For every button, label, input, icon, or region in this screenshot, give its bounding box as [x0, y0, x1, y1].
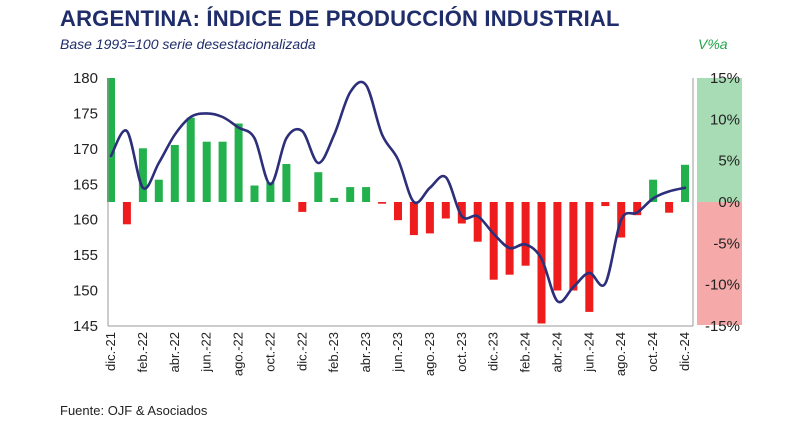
bar-jul.-22: [218, 141, 227, 202]
bar-may.-23: [378, 202, 387, 204]
x-tick-dic.-24: dic.-24: [677, 332, 692, 371]
bar-may.-24: [569, 202, 578, 291]
x-tick-jun.-22: jun.-22: [199, 332, 214, 373]
left-tick-175: 175: [73, 105, 98, 122]
left-tick-165: 165: [73, 176, 98, 193]
bar-sep.-22: [250, 185, 259, 202]
bar-dic.-24: [681, 164, 689, 202]
right-axis-label: V%a: [698, 36, 728, 52]
bar-feb.-22: [138, 148, 147, 202]
bar-sep.-23: [441, 202, 450, 219]
chart-title: ARGENTINA: ÍNDICE DE PRODUCCIÓN INDUSTRI…: [60, 6, 620, 31]
bar-mar.-24: [537, 202, 546, 324]
x-tick-feb.-23: feb.-23: [326, 332, 341, 372]
bar-nov.-22: [282, 164, 291, 202]
negative-band: [697, 202, 742, 325]
bar-ago.-22: [234, 123, 243, 202]
x-tick-abr.-22: abr.-22: [167, 332, 182, 372]
bar-mar.-22: [154, 179, 163, 202]
chart-subtitle: Base 1993=100 serie desestacionalizada: [60, 36, 316, 52]
x-tick-ago.-22: ago.-22: [231, 332, 246, 376]
bar-dic.-21: [107, 78, 115, 202]
right-tick-5%: 5%: [718, 153, 740, 170]
x-tick-oct.-24: oct.-24: [645, 332, 660, 372]
bar-oct.-23: [457, 202, 466, 224]
bar-ene.-22: [122, 202, 131, 225]
bar-jun.-22: [202, 141, 211, 202]
source-note: Fuente: OJF & Asociados: [60, 403, 208, 418]
right-tick-0%: 0%: [718, 194, 740, 211]
right-tick-10%: 10%: [710, 111, 740, 128]
bar-jul.-24: [601, 202, 610, 207]
right-tick--5%: -5%: [713, 235, 740, 252]
bar-sep.-24: [633, 202, 642, 216]
x-tick-jun.-24: jun.-24: [581, 332, 596, 373]
bar-dic.-23: [489, 202, 498, 280]
x-tick-ago.-24: ago.-24: [613, 332, 628, 376]
bar-nov.-24: [665, 202, 674, 213]
index-line: [109, 80, 687, 304]
bar-may.-22: [186, 117, 195, 202]
left-tick-155: 155: [73, 247, 98, 264]
bar-mar.-23: [346, 187, 355, 202]
bar-abr.-23: [362, 187, 371, 202]
x-tick-abr.-23: abr.-23: [358, 332, 373, 372]
left-tick-145: 145: [73, 318, 98, 335]
bar-feb.-24: [521, 202, 530, 266]
bar-feb.-23: [330, 197, 339, 202]
x-tick-dic.-23: dic.-23: [486, 332, 501, 371]
bar-oct.-22: [266, 182, 275, 202]
right-tick--15%: -15%: [705, 318, 740, 335]
bar-ago.-23: [425, 202, 434, 234]
bar-ene.-23: [314, 172, 323, 202]
bar-nov.-23: [473, 202, 482, 242]
x-tick-abr.-24: abr.-24: [549, 332, 564, 372]
bar-oct.-24: [649, 179, 658, 202]
right-tick--10%: -10%: [705, 277, 740, 294]
left-tick-160: 160: [73, 212, 98, 229]
bar-jul.-23: [409, 202, 418, 236]
x-tick-dic.-21: dic.-21: [103, 332, 118, 371]
left-tick-180: 180: [73, 70, 98, 87]
left-tick-170: 170: [73, 141, 98, 158]
bar-ene.-24: [505, 202, 514, 275]
bar-jun.-24: [585, 202, 594, 312]
right-tick-15%: 15%: [710, 70, 740, 87]
positive-band: [697, 78, 742, 202]
bar-dic.-22: [298, 202, 307, 212]
left-tick-150: 150: [73, 283, 98, 300]
bar-abr.-24: [553, 202, 562, 291]
x-tick-feb.-22: feb.-22: [135, 332, 150, 372]
x-tick-feb.-24: feb.-24: [518, 332, 533, 372]
bar-jun.-23: [394, 202, 402, 221]
bar-abr.-22: [170, 145, 179, 202]
x-tick-oct.-22: oct.-22: [262, 332, 277, 372]
x-tick-dic.-22: dic.-22: [294, 332, 309, 371]
x-tick-jun.-23: jun.-23: [390, 332, 405, 373]
x-tick-ago.-23: ago.-23: [422, 332, 437, 376]
x-tick-oct.-23: oct.-23: [454, 332, 469, 372]
